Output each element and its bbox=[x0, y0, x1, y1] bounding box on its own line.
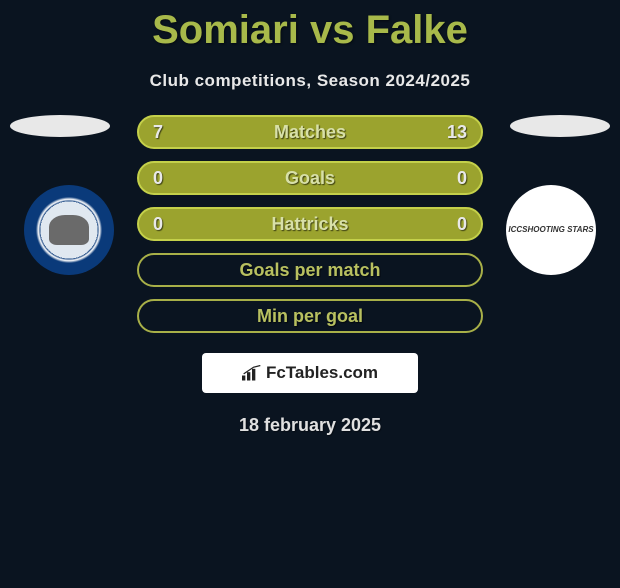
stat-label: Matches bbox=[274, 122, 346, 143]
club-right-label: ICCSHOOTING STARS bbox=[508, 226, 593, 235]
stat-row-goals: 0 Goals 0 bbox=[137, 161, 483, 195]
stat-label: Goals bbox=[285, 168, 335, 189]
stat-left-value: 7 bbox=[153, 122, 183, 143]
comparison-content: ICCSHOOTING STARS 7 Matches 13 0 Goals 0… bbox=[0, 115, 620, 436]
brand-box: FcTables.com bbox=[202, 353, 418, 393]
stat-right-value: 0 bbox=[437, 168, 467, 189]
date-text: 18 february 2025 bbox=[0, 415, 620, 436]
elephant-icon bbox=[49, 215, 89, 245]
club-badge-right: ICCSHOOTING STARS bbox=[506, 185, 596, 275]
stat-label: Hattricks bbox=[271, 214, 348, 235]
stat-row-matches: 7 Matches 13 bbox=[137, 115, 483, 149]
stat-right-value: 13 bbox=[437, 122, 467, 143]
club-badge-left bbox=[24, 185, 114, 275]
stat-label: Min per goal bbox=[257, 306, 363, 327]
stat-row-goals-per-match: Goals per match bbox=[137, 253, 483, 287]
brand-text: FcTables.com bbox=[266, 363, 378, 383]
subtitle: Club competitions, Season 2024/2025 bbox=[0, 71, 620, 91]
chart-icon bbox=[242, 365, 262, 381]
stat-label: Goals per match bbox=[239, 260, 380, 281]
player-right-ellipse bbox=[510, 115, 610, 137]
stat-left-value: 0 bbox=[153, 168, 183, 189]
player-left-ellipse bbox=[10, 115, 110, 137]
stat-row-hattricks: 0 Hattricks 0 bbox=[137, 207, 483, 241]
stat-right-value: 0 bbox=[437, 214, 467, 235]
page-title: Somiari vs Falke bbox=[0, 8, 620, 53]
stat-left-value: 0 bbox=[153, 214, 183, 235]
stat-row-min-per-goal: Min per goal bbox=[137, 299, 483, 333]
